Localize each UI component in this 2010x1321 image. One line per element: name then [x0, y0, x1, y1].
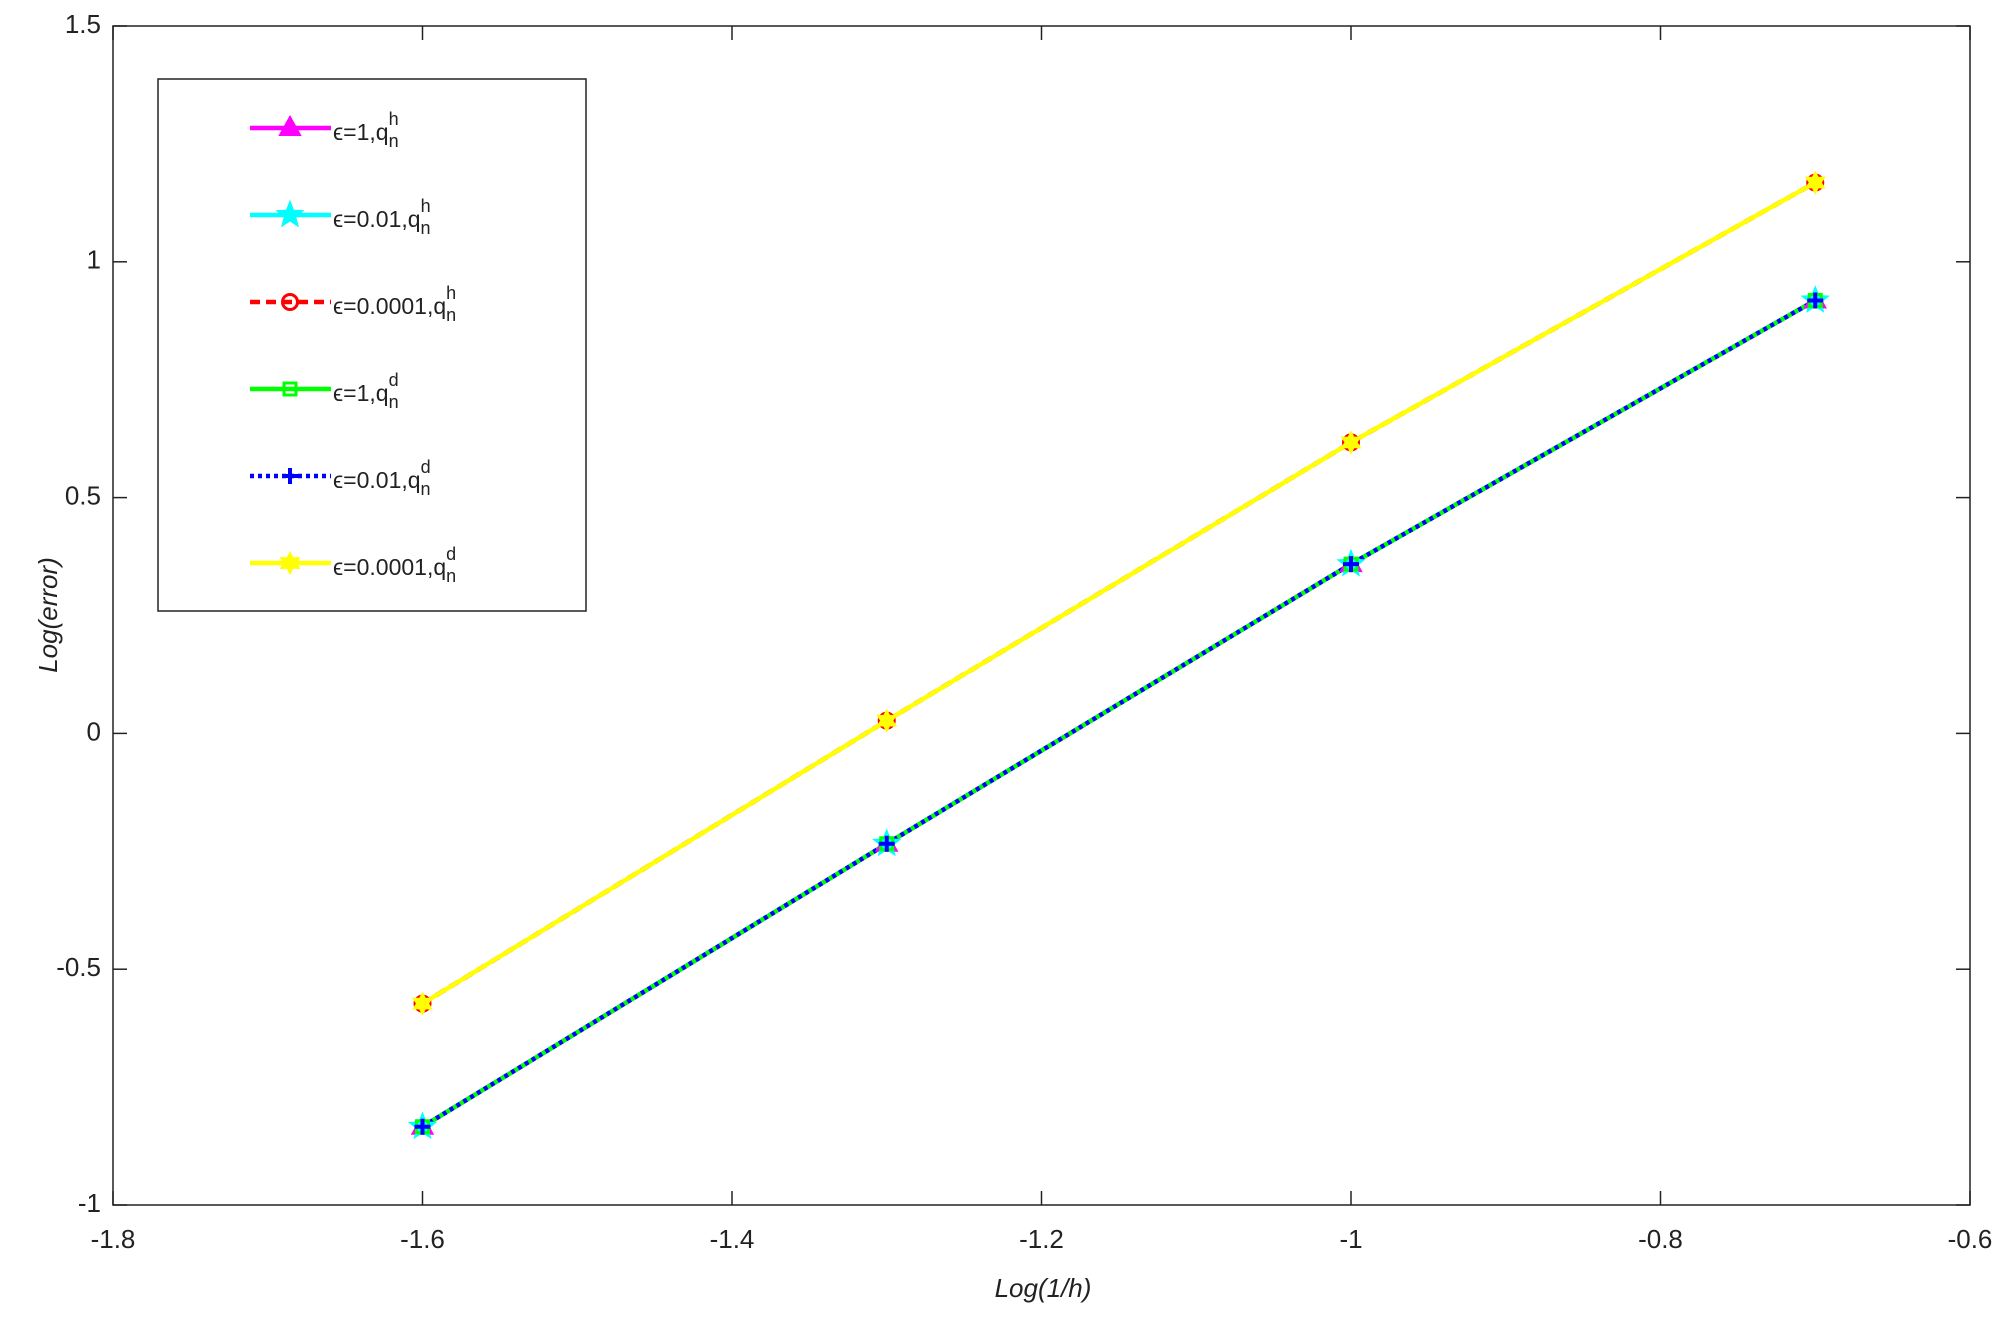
legend-name: ϵ=1,q — [333, 380, 389, 406]
legend-subscript: n — [446, 566, 456, 586]
marker — [281, 293, 299, 311]
legend-name: ϵ=0.0001,q — [333, 293, 446, 319]
x-tick-label: -0.6 — [1948, 1224, 1993, 1254]
marker — [1807, 292, 1824, 309]
series-line — [421, 298, 1817, 1129]
x-axis-label: Log(1/h) — [995, 1273, 1092, 1303]
x-tick-label: -0.8 — [1638, 1224, 1683, 1254]
legend-box — [157, 78, 587, 612]
legend-label: ϵ=1,qnh — [333, 109, 399, 151]
marker — [275, 199, 305, 228]
legend-name: ϵ=0.0001,q — [333, 554, 446, 580]
legend-label: ϵ=1,qnd — [333, 370, 399, 412]
x-tick-label: -1 — [1339, 1224, 1362, 1254]
legend-label: ϵ=0.0001,qnh — [333, 283, 456, 325]
legend-subscript: n — [421, 218, 431, 238]
y-axis-label: Log(error) — [33, 557, 63, 673]
x-tick-label: -1.8 — [91, 1224, 136, 1254]
y-tick-label: 1.5 — [65, 9, 101, 39]
legend-superscript: h — [446, 283, 456, 303]
legend-name: ϵ=0.01,q — [333, 467, 421, 493]
legend-subscript: n — [389, 392, 399, 412]
legend-label: ϵ=0.01,qnd — [333, 457, 431, 499]
legend-superscript: d — [389, 370, 399, 390]
y-tick-label: -0.5 — [56, 952, 101, 982]
series-line — [421, 180, 1817, 1006]
marker — [282, 468, 298, 484]
marker — [412, 991, 433, 1016]
x-tick-label: -1.6 — [400, 1224, 445, 1254]
marker — [1343, 556, 1359, 573]
legend-name: ϵ=1,q — [333, 119, 389, 145]
marker — [1340, 430, 1362, 455]
y-tick-label: -1 — [78, 1188, 101, 1218]
x-tick-label: -1.2 — [1019, 1224, 1064, 1254]
marker — [876, 708, 898, 733]
legend-label: ϵ=0.01,qnh — [333, 196, 431, 238]
marker — [1804, 170, 1826, 195]
legend-superscript: h — [389, 109, 399, 129]
legend-subscript: n — [421, 479, 431, 499]
marker — [278, 114, 302, 136]
legend-name: ϵ=0.01,q — [333, 206, 421, 232]
marker — [878, 835, 895, 852]
legend-subscript: n — [446, 305, 456, 325]
y-tick-label: 0.5 — [65, 480, 101, 510]
marker — [282, 381, 298, 397]
marker — [279, 550, 301, 576]
legend-label: ϵ=0.0001,qnd — [333, 544, 456, 586]
x-tick-label: -1.4 — [710, 1224, 755, 1254]
y-tick-label: 1 — [87, 245, 101, 275]
marker — [414, 1118, 431, 1135]
legend-superscript: d — [421, 457, 431, 477]
legend-superscript: h — [421, 196, 431, 216]
y-tick-label: 0 — [87, 716, 101, 746]
legend-subscript: n — [389, 131, 399, 151]
legend-superscript: d — [446, 544, 456, 564]
